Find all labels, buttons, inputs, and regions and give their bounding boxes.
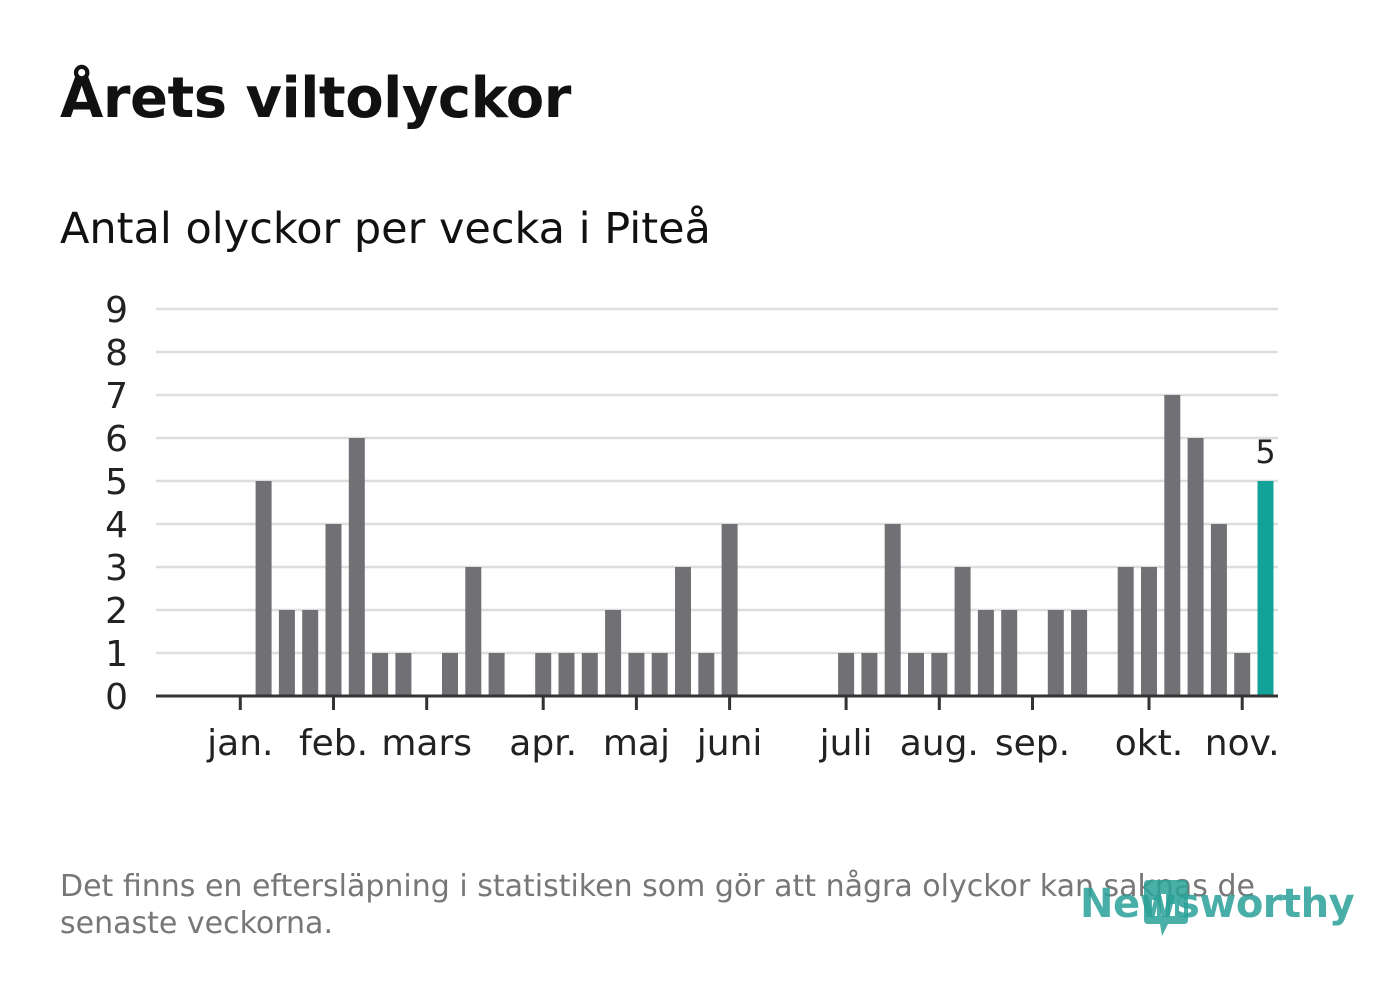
x-tick-label: juli	[819, 723, 873, 764]
bar	[884, 524, 901, 696]
data-label: 5	[1255, 433, 1275, 471]
chart-title: Årets viltolyckor	[60, 66, 571, 131]
bar	[395, 653, 412, 696]
bar	[278, 610, 295, 696]
chart-subtitle: Antal olyckor per vecka i Piteå	[60, 204, 711, 254]
bar	[348, 438, 365, 696]
bar	[465, 567, 482, 696]
bar	[302, 610, 319, 696]
bar	[954, 567, 971, 696]
bar	[1187, 438, 1204, 696]
bar	[442, 653, 458, 696]
y-tick-label: 3	[105, 548, 128, 589]
y-tick-label: 1	[105, 634, 128, 675]
y-tick-label: 5	[105, 462, 128, 503]
y-tick-label: 7	[105, 376, 128, 417]
bar	[605, 610, 622, 696]
bar	[325, 524, 342, 696]
y-tick-label: 9	[105, 290, 128, 331]
y-tick-label: 8	[105, 333, 128, 374]
bar	[255, 481, 272, 696]
footnote: Det finns en eftersläpning i statistiken…	[60, 869, 1255, 941]
x-tick-label: jan.	[206, 723, 273, 764]
brand-name: Newsworthy	[1080, 881, 1355, 927]
bar	[1164, 395, 1181, 696]
bar	[372, 653, 389, 696]
x-tick-label: sep.	[995, 723, 1070, 764]
bar	[1210, 524, 1227, 696]
bar	[675, 567, 691, 696]
bar	[1117, 567, 1134, 696]
y-tick-label: 4	[105, 505, 128, 546]
y-tick-label: 2	[105, 591, 128, 632]
y-tick-label: 0	[105, 677, 128, 718]
bar	[1001, 610, 1018, 696]
bar	[1234, 653, 1251, 696]
bar	[558, 653, 575, 696]
x-tick-label: juni	[696, 723, 763, 764]
bar	[535, 653, 552, 696]
x-tick-label: feb.	[299, 723, 368, 764]
x-tick-label: apr.	[509, 723, 577, 764]
bar	[698, 653, 715, 696]
x-tick-label: okt.	[1115, 723, 1183, 764]
bar	[488, 653, 505, 696]
x-tick-label: maj	[603, 723, 670, 764]
bar	[931, 653, 948, 696]
x-tick-label: nov.	[1205, 723, 1280, 764]
bar	[838, 653, 855, 696]
bar	[1071, 610, 1088, 696]
newsworthy-logo-icon	[1144, 880, 1188, 936]
bar	[721, 524, 738, 696]
bar	[1141, 567, 1157, 696]
bar	[628, 653, 645, 696]
bar	[1047, 610, 1064, 696]
bar-highlight	[1257, 481, 1274, 696]
y-tick-label: 6	[105, 419, 128, 460]
bar	[581, 653, 598, 696]
bar	[861, 653, 878, 696]
bar	[908, 653, 924, 696]
x-tick-label: aug.	[900, 723, 979, 764]
x-tick-label: mars	[381, 723, 472, 764]
bar	[977, 610, 994, 696]
bar	[651, 653, 668, 696]
